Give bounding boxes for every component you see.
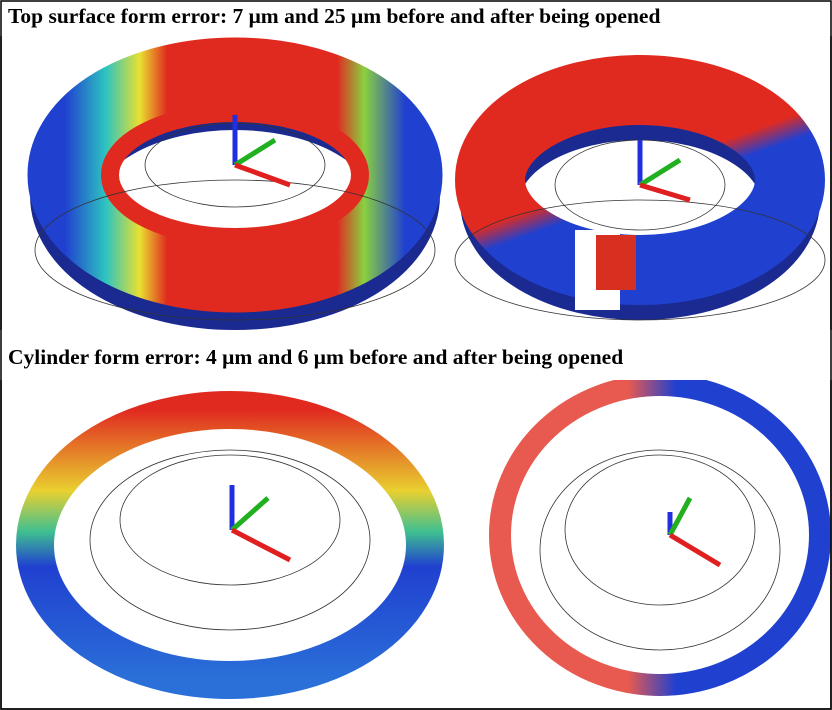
axis-x: [232, 530, 290, 560]
circle: [565, 455, 755, 605]
circle: [540, 450, 780, 650]
axis-x: [640, 185, 690, 200]
ring: [500, 385, 820, 685]
axis-x: [670, 535, 720, 565]
heading: Cylinder form error: 4 μm and 6 μm befor…: [8, 345, 623, 370]
ring-end: [596, 235, 636, 290]
axis-y: [232, 498, 268, 530]
circle: [90, 450, 370, 630]
axis-y: [670, 498, 690, 535]
axis-x: [235, 165, 290, 185]
figure: Top surface form error: 7 μm and 25 μm b…: [0, 0, 832, 710]
heading: Top surface form error: 7 μm and 25 μm b…: [8, 4, 660, 29]
ring: [35, 410, 425, 680]
axis-y: [235, 140, 275, 165]
axis-y: [640, 160, 680, 185]
